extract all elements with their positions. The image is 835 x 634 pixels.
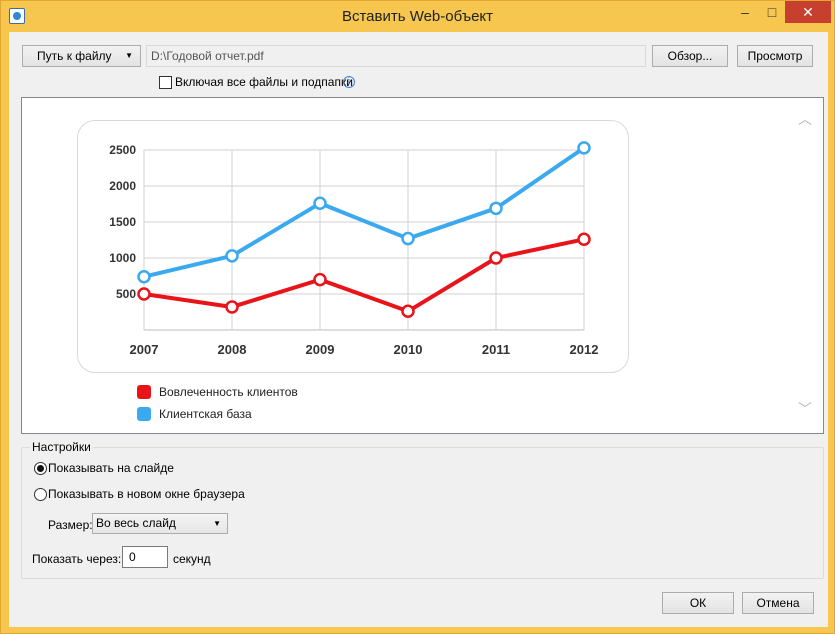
- browse-button[interactable]: Обзор...: [652, 45, 728, 67]
- settings-title: Настройки: [30, 440, 93, 454]
- series-line-client-base: [143, 146, 586, 279]
- y-tick-label: 2500: [109, 143, 136, 157]
- x-tick-label: 2012: [570, 342, 599, 357]
- path-type-label: Путь к файлу: [37, 49, 112, 63]
- scroll-up-icon[interactable]: ︿: [798, 111, 812, 127]
- data-point: [225, 249, 239, 263]
- dialog-body: Путь к файлу ▼ D:\Годовой отчет.pdf Обзо…: [9, 32, 828, 627]
- chart-card: 500 1000 1500 2000 2500 2007 2008 2009 2010 2011 2…: [77, 120, 629, 373]
- window-title: Вставить Web-объект: [341, 8, 494, 25]
- preview-button[interactable]: Просмотр: [737, 45, 813, 67]
- minimize-button[interactable]: –: [741, 4, 749, 20]
- data-point: [577, 232, 591, 247]
- x-tick-label: 2008: [218, 342, 247, 357]
- y-tick-label: 2000: [109, 179, 136, 193]
- y-tick-label: 500: [116, 287, 136, 301]
- app-icon: [9, 8, 25, 24]
- data-point: [137, 269, 151, 284]
- x-tick-label: 2010: [394, 342, 423, 357]
- title-bar: Вставить Web-объект – □ ✕: [1, 1, 834, 31]
- data-point: [489, 201, 503, 216]
- data-point: [137, 287, 151, 301]
- file-path-field[interactable]: D:\Годовой отчет.pdf: [146, 45, 646, 67]
- x-tick-label: 2011: [482, 342, 510, 357]
- data-point: [489, 251, 503, 265]
- size-label: Размер:: [48, 518, 93, 532]
- data-point: [313, 272, 327, 287]
- show-in-browser-label: Показывать в новом окне браузера: [48, 487, 245, 501]
- path-type-dropdown[interactable]: Путь к файлу ▼: [22, 45, 141, 67]
- close-button[interactable]: ✕: [785, 1, 831, 23]
- legend-swatch-red: [137, 385, 151, 399]
- line-chart: 500 1000 1500 2000 2500 2007 2008 2009 2010 2011 2…: [109, 141, 599, 357]
- info-icon[interactable]: i: [343, 76, 355, 88]
- web-preview-pane[interactable]: 500 1000 1500 2000 2500 2007 2008 2009 2010 2011 2…: [21, 97, 824, 434]
- legend-label: Вовлеченность клиентов: [159, 385, 298, 399]
- delay-unit-label: секунд: [173, 552, 211, 566]
- settings-group: Настройки Показывать на слайде Показыват…: [21, 440, 824, 579]
- y-tick-label: 1000: [109, 251, 136, 265]
- cancel-button[interactable]: Отмена: [742, 592, 814, 614]
- data-point: [401, 304, 415, 319]
- size-select-value: Во весь слайд: [96, 516, 176, 530]
- show-on-slide-radio[interactable]: [34, 462, 47, 475]
- chevron-down-icon: ▼: [125, 51, 133, 60]
- data-point: [313, 196, 327, 211]
- maximize-button[interactable]: □: [767, 4, 777, 20]
- x-tick-label: 2007: [130, 342, 159, 357]
- delay-input[interactable]: 0: [122, 546, 168, 568]
- scroll-down-icon[interactable]: ﹀: [798, 401, 812, 417]
- size-select[interactable]: Во весь слайд ▼: [92, 513, 228, 534]
- include-subfolders-checkbox[interactable]: [159, 76, 172, 89]
- data-point: [577, 141, 591, 155]
- chevron-down-icon: ▼: [213, 519, 221, 528]
- show-in-browser-radio[interactable]: [34, 488, 47, 501]
- delay-label: Показать через:: [32, 552, 122, 566]
- y-tick-label: 1500: [109, 215, 136, 229]
- show-on-slide-label: Показывать на слайде: [48, 461, 174, 475]
- series-line-engagement: [143, 237, 585, 314]
- x-tick-label: 2009: [306, 342, 335, 357]
- legend-label: Клиентская база: [159, 407, 252, 421]
- ok-button[interactable]: ОК: [662, 592, 734, 614]
- data-point: [401, 231, 415, 246]
- include-subfolders-label: Включая все файлы и подпапки: [175, 75, 353, 89]
- legend-swatch-blue: [137, 407, 151, 421]
- data-point: [225, 300, 239, 314]
